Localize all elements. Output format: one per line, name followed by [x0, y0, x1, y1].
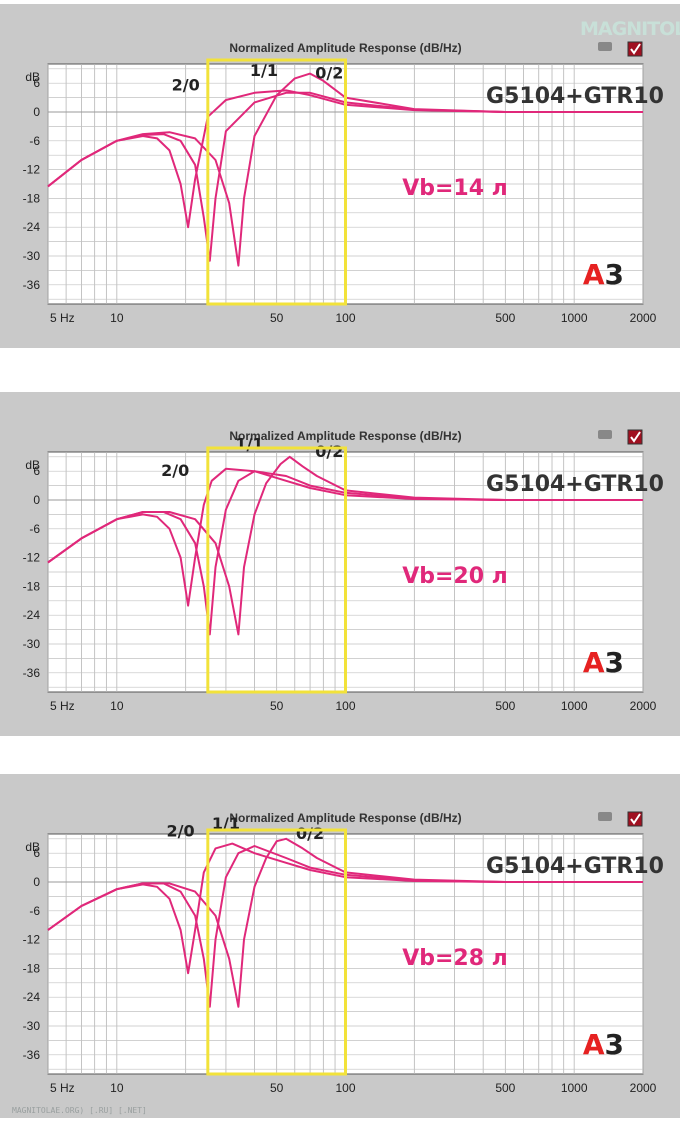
chart-panel-2: Normalized Amplitude Response (dB/Hz) dB 6…	[0, 392, 680, 736]
chart1-x-tick-label: 1000	[561, 311, 588, 325]
chart2-title: Normalized Amplitude Response (dB/Hz)	[229, 429, 461, 443]
chart1-y-unit: dB	[25, 70, 40, 84]
chart-panel-3: Normalized Amplitude Response (dB/Hz) dB 6…	[0, 774, 680, 1118]
chart3-y-tick-label: -24	[23, 990, 41, 1004]
chart3-y-tick-label: -18	[23, 961, 41, 975]
chart1-model-label: G5104+GTR10	[486, 84, 664, 109]
chart1-y-tick-label: -18	[23, 191, 41, 205]
chart2-series-label-3: 0/2	[315, 442, 343, 461]
chart2-copy-icon	[598, 430, 612, 439]
chart3-model-label: G5104+GTR10	[486, 854, 664, 879]
chart2-y-tick-label: 0	[33, 493, 40, 507]
chart1-volume-label: Vb=14 л	[402, 176, 508, 201]
chart2-volume-label: Vb=20 л	[402, 564, 508, 589]
chart3-y-tick-label: 6	[33, 846, 40, 860]
chart3-a3-logo: A3	[583, 1028, 624, 1061]
chart2-x-tick-label: 1000	[561, 699, 588, 713]
chart3-highlight-box	[206, 828, 347, 1076]
chart3-x-tick-label: 10	[110, 1081, 124, 1095]
chart3-y-tick-label: -36	[23, 1048, 41, 1062]
chart2-a3-logo: A3	[583, 646, 624, 679]
chart2-y-tick-label: -18	[23, 579, 41, 593]
chart2-y-tick-label: -12	[23, 551, 41, 565]
chart3-volume-label: Vb=28 л	[402, 946, 508, 971]
chart3-y-tick-label: 0	[33, 875, 40, 889]
chart1-y-tick-label: 6	[33, 76, 40, 90]
chart2-x-tick-label: 500	[495, 699, 515, 713]
chart-svg-1: Normalized Amplitude Response (dB/Hz) dB6…	[23, 41, 664, 325]
chart-svg-2: Normalized Amplitude Response (dB/Hz) dB6…	[23, 429, 664, 713]
chart3-check-mark	[630, 813, 641, 825]
chart1-x-tick-label: 100	[335, 311, 355, 325]
chart2-x-tick-label: 50	[270, 699, 284, 713]
chart-svg-3: Normalized Amplitude Response (dB/Hz) dB6…	[23, 811, 664, 1095]
chart2-check-mark	[630, 431, 641, 443]
chart2-y-tick-label: -24	[23, 608, 41, 622]
chart3-series-label-3: 0/2	[296, 824, 324, 843]
chart1-check-mark	[630, 43, 641, 55]
watermark: MAGNITOLA	[580, 18, 680, 40]
chart3-y-unit: dB	[25, 840, 40, 854]
chart2-y-tick-label: -6	[29, 522, 40, 536]
chart2-y-tick-label: -30	[23, 637, 41, 651]
chart1-series-label-1: 2/0	[172, 75, 200, 94]
chart3-y-tick-label: -6	[29, 904, 40, 918]
chart2-model-label: G5104+GTR10	[486, 472, 664, 497]
chart1-highlight-box	[206, 58, 347, 306]
chart3-series-3-line	[47, 837, 643, 1008]
chart1-x-tick-label: 50	[270, 311, 284, 325]
chart2-series-label-2: 1/1	[235, 435, 263, 454]
chart2-x-tick-label: 100	[335, 699, 355, 713]
chart3-x-tick-label: 100	[335, 1081, 355, 1095]
chart3-y-tick-label: -12	[23, 933, 41, 947]
chart1-series-label-3: 0/2	[315, 63, 343, 82]
chart1-y-tick-label: -30	[23, 249, 41, 263]
chart2-x-tick-label: 5 Hz	[50, 699, 75, 713]
chart2-x-tick-label: 10	[110, 699, 124, 713]
chart1-y-tick-label: -6	[29, 134, 40, 148]
chart1-a3-logo: A3	[583, 258, 624, 291]
chart3-series-label-1: 2/0	[167, 821, 195, 840]
chart3-x-tick-label: 5 Hz	[50, 1081, 75, 1095]
chart2-y-tick-label: 6	[33, 464, 40, 478]
chart3-copy-icon	[598, 812, 612, 821]
chart2-series-3-line	[47, 455, 643, 636]
chart3-series-label-2: 1/1	[212, 814, 240, 833]
chart3-x-tick-label: 2000	[630, 1081, 657, 1095]
chart3-x-tick-label: 1000	[561, 1081, 588, 1095]
chart1-y-tick-label: 0	[33, 105, 40, 119]
chart1-y-tick-label: -36	[23, 278, 41, 292]
chart2-y-unit: dB	[25, 458, 40, 472]
chart1-title: Normalized Amplitude Response (dB/Hz)	[229, 41, 461, 55]
chart1-series-label-2: 1/1	[250, 61, 278, 80]
chart2-x-tick-label: 2000	[630, 699, 657, 713]
chart1-x-tick-label: 5 Hz	[50, 311, 75, 325]
chart1-x-tick-label: 2000	[630, 311, 657, 325]
chart2-series-label-1: 2/0	[161, 461, 189, 480]
chart3-x-tick-label: 500	[495, 1081, 515, 1095]
chart2-y-tick-label: -36	[23, 666, 41, 680]
chart2-highlight-box	[206, 446, 347, 694]
chart1-x-tick-label: 10	[110, 311, 124, 325]
footer-text: MAGNITOLAE.ORG) [.RU] [.NET]	[12, 1106, 147, 1115]
chart3-y-tick-label: -30	[23, 1019, 41, 1033]
chart1-y-tick-label: -24	[23, 220, 41, 234]
chart1-x-tick-label: 500	[495, 311, 515, 325]
chart-panel-1: Normalized Amplitude Response (dB/Hz) dB 6…	[0, 4, 680, 348]
chart3-x-tick-label: 50	[270, 1081, 284, 1095]
chart1-copy-icon	[598, 42, 612, 51]
chart1-y-tick-label: -12	[23, 163, 41, 177]
chart3-title: Normalized Amplitude Response (dB/Hz)	[229, 811, 461, 825]
